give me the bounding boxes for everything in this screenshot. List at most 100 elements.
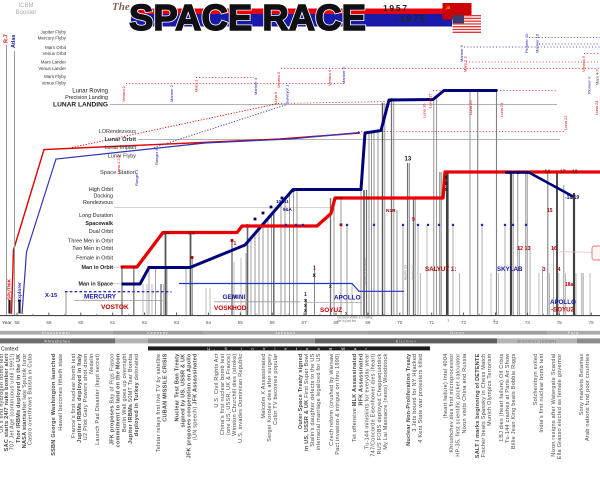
svg-text:APOLLO: APOLLO: [334, 295, 361, 302]
svg-text:3: 3: [543, 267, 546, 273]
svg-text:9: 9: [412, 217, 415, 223]
svg-text:Lunar Roving: Lunar Roving: [72, 89, 108, 95]
svg-text:Nixon visits China and Russia: Nixon visits China and Russia: [462, 353, 468, 434]
svg-text:Brezhnev (USSR): Brezhnev (USSR): [517, 340, 556, 344]
svg-text:Space Station: Space Station: [100, 170, 136, 176]
svg-text:x: x: [345, 311, 348, 317]
svg-text:R-7: R-7: [4, 34, 10, 43]
svg-text:Brezhnev: Brezhnev: [396, 340, 417, 344]
svg-text:SPACE RACE: SPACE RACE: [129, 0, 366, 38]
svg-text:Nixon resigns after Watergate: Nixon resigns after Watergate Scandal: [551, 354, 557, 457]
svg-text:China's first nuclear bomb tes: China's first nuclear bomb test: [220, 353, 226, 435]
svg-text:66: 66: [270, 320, 276, 325]
svg-text:Tu-144 miniskirts for everyd: Tu-144 miniskirts for everyday wear: [365, 354, 371, 450]
svg-text:Booster: Booster: [16, 10, 37, 16]
svg-text:x: x: [445, 175, 448, 181]
svg-text:Pact invasion & intrigue on th: Pact invasion & intrigue on thru 1990): [335, 354, 341, 455]
svg-text:MERCURY: MERCURY: [84, 294, 117, 301]
svg-text:2: 2: [493, 318, 496, 323]
svg-text:76: 76: [589, 320, 595, 325]
svg-text:x: x: [304, 303, 307, 309]
svg-text:My Lai Massacre (news) Woods: My Lai Massacre (news) Woodstock: [383, 354, 389, 450]
svg-text:747/Concorde Eisenhower dies: 747/Concorde Eisenhower dies (heart): [371, 354, 377, 457]
svg-text:Pioneer V: Pioneer V: [587, 76, 592, 94]
svg-text:U. S. I n V i e t n a m W a: U. S. I n V i e t n a m W a r: [207, 346, 371, 351]
svg-text:Khrushchev dies first microp: Khrushchev dies first microprocessor: [449, 354, 455, 453]
svg-text:-SOYUZ: -SOYUZ: [551, 307, 575, 314]
svg-text:Johnson: Johnson: [275, 331, 296, 335]
svg-text:Telstar relays first live TV b: Telstar relays first live TV by satellit…: [156, 354, 162, 453]
svg-text:Surveyor 1: Surveyor 1: [285, 84, 290, 104]
svg-text:Sergei Korolev dies after surg: Sergei Korolev dies after surgery: [267, 354, 273, 442]
svg-text:18a: 18a: [565, 282, 574, 288]
svg-text:Tu-144 crashes at Paris Air Sh: Tu-144 crashes at Paris Air Show: [505, 354, 511, 443]
svg-text:74: 74: [525, 320, 531, 325]
svg-text:France's first nuclear bomb te: France's first nuclear bomb test: [71, 353, 77, 438]
svg-text:☭: ☭: [445, 5, 450, 12]
svg-text:Nixon: Nixon: [450, 331, 464, 335]
svg-text:4 Kent State war protesters ki: 4 Kent State war protesters killed: [418, 354, 424, 443]
svg-text:Nuclear Non-Proliferation Trea: Nuclear Non-Proliferation Treaty: [406, 353, 412, 446]
svg-text:JFK proposes Bay of Pigs Fia: JFK proposes Bay of Pigs Fiasco: [110, 354, 116, 446]
svg-text:5/6: 5/6: [188, 231, 195, 237]
svg-text:Lunar Impact: Lunar Impact: [105, 145, 137, 151]
svg-text:Apollo 8 to Moon: Apollo 8 to Moon: [364, 258, 368, 285]
svg-text:High Orbit: High Orbit: [89, 187, 114, 193]
svg-text:ICBM: ICBM: [19, 3, 34, 9]
svg-text:RUS FOBS deployed Chappaqui: RUS FOBS deployed Chappaquiddick: [377, 354, 383, 455]
svg-text:Ella Grasso elected as female: Ella Grasso elected as female governor: [557, 354, 563, 460]
svg-text:SALT I marks beginning of DETE: SALT I marks beginning of DETENTE: [475, 353, 481, 458]
svg-text:x: x: [445, 187, 448, 193]
svg-text:Outer Space Treaty signed: Outer Space Treaty signed: [298, 354, 304, 430]
svg-text:14: 14: [545, 170, 551, 176]
svg-text:60: 60: [78, 320, 84, 325]
svg-text:LBJ dies (heart failure) Oi: LBJ dies (heart failure) Oil Crisis: [499, 354, 505, 442]
svg-text:Munich Olympics Terrorism: Munich Olympics Terrorism: [487, 353, 493, 426]
svg-text:Docking: Docking: [94, 194, 113, 200]
svg-text:62: 62: [142, 320, 148, 325]
svg-text:Luna 21: Luna 21: [499, 102, 504, 117]
svg-text:Ford: Ford: [568, 331, 579, 335]
svg-text:Luna 24: Luna 24: [594, 100, 599, 115]
svg-text:1: 1: [447, 318, 450, 323]
svg-text:Tet offensive MLK Assassinat: Tet offensive MLK Assassinated: [352, 354, 358, 443]
svg-text:1: 1: [304, 292, 307, 298]
svg-text:Mars 4-7: Mars 4-7: [595, 68, 600, 85]
svg-text:India's first nuclear bomb tes: India's first nuclear bomb test: [539, 353, 545, 432]
svg-text:SAC starts 24/7 nuke bomber al: SAC starts 24/7 nuke bomber alert: [4, 354, 10, 452]
svg-text:Lunar Orbit: Lunar Orbit: [104, 137, 136, 143]
svg-text:(heart failure) Intel 4004: (heart failure) Intel 4004: [443, 354, 449, 419]
svg-text:Mariner 2: Mariner 2: [169, 84, 174, 102]
svg-text:Berlin Wall goes up overnight: Berlin Wall goes up overnight: [122, 353, 128, 432]
svg-text:Fischer beats Spassky in Chess: Fischer beats Spassky in Chess Match: [481, 354, 487, 458]
svg-text:Luna 20: Luna 20: [468, 100, 473, 115]
svg-text:13: 13: [405, 157, 412, 163]
svg-text:x: x: [304, 298, 307, 304]
svg-text:U2 Pilot Gary Powers shot down: U2 Pilot Gary Powers shot down: [83, 354, 89, 441]
svg-text:Mariner 4: Mariner 4: [253, 77, 258, 95]
svg-text:58: 58: [14, 320, 20, 325]
svg-text:Czech reform (crushed by Warsa: Czech reform (crushed by Warsaw: [329, 354, 335, 446]
svg-text:Luna 22: Luna 22: [563, 115, 568, 130]
svg-text:UK's first hydrogen bomb test: UK's first hydrogen bomb test: [0, 353, 5, 432]
svg-text:Venus Orbit: Venus Orbit: [42, 51, 66, 56]
svg-text:65: 65: [238, 320, 244, 325]
svg-text:12 13: 12 13: [517, 246, 531, 252]
svg-text:Context: Context: [1, 347, 19, 353]
svg-text:SALYUT 1:: SALYUT 1:: [425, 266, 456, 273]
svg-text:N1R: N1R: [386, 208, 396, 214]
svg-text:NASA startsafter late Sputnik: NASA startsafter late Sputnik furor: [22, 354, 28, 449]
svg-text:die in pad fire: die in pad fire: [337, 319, 356, 323]
svg-text:LUNAR LANDING: LUNAR LANDING: [53, 101, 108, 108]
svg-text:Year: Year: [2, 320, 12, 326]
svg-text:Luna 9: Luna 9: [273, 91, 278, 104]
svg-text:APOLLO: APOLLO: [550, 299, 576, 306]
svg-text:x: x: [304, 308, 307, 314]
svg-text:63: 63: [174, 320, 180, 325]
svg-text:in US, USSR & UK First Super: in US, USSR & UK First Super Bowl: [304, 354, 310, 452]
svg-text:-1975: -1975: [395, 14, 425, 25]
svg-text:Atlas: Atlas: [11, 35, 17, 48]
svg-text:Nedelin: Nedelin: [89, 354, 95, 374]
svg-text:69: 69: [365, 320, 371, 325]
svg-text:x: x: [445, 181, 448, 187]
